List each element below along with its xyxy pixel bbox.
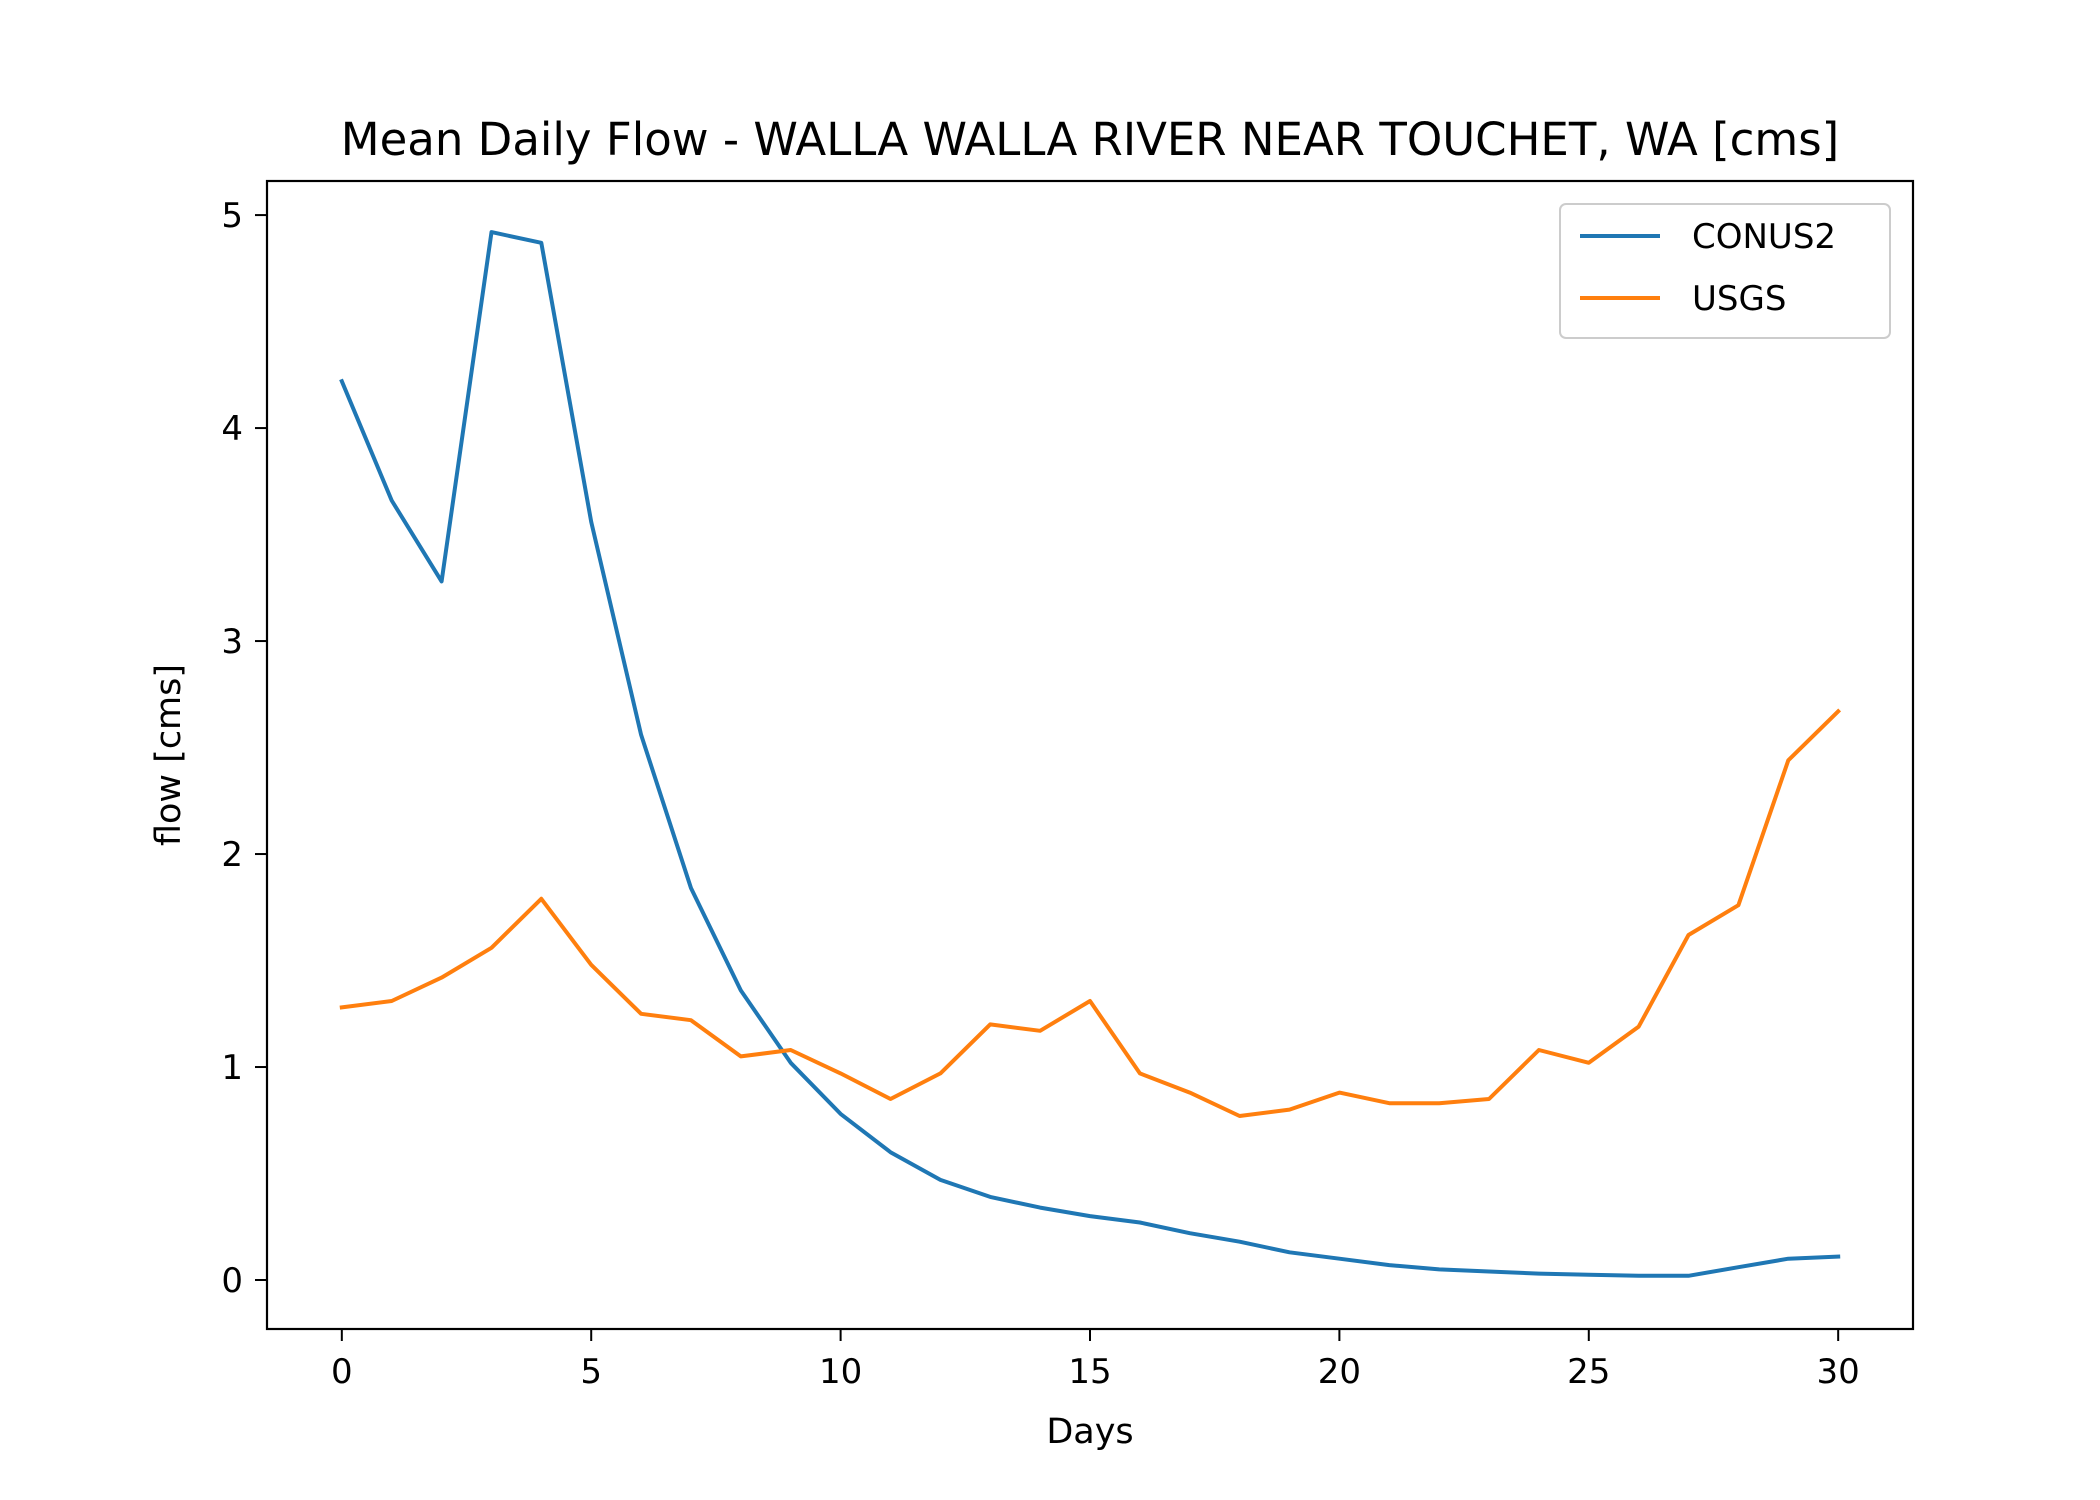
y-tick-label: 1 <box>221 1048 243 1088</box>
y-axis: 0 1 2 3 4 5 <box>221 196 267 1301</box>
x-tick-label: 15 <box>1068 1352 1111 1392</box>
x-tick-label: 0 <box>331 1352 353 1392</box>
plot-area-frame <box>265 179 1915 1331</box>
y-tick-label: 3 <box>221 622 243 662</box>
x-tick-label: 25 <box>1567 1352 1610 1392</box>
chart-title: Mean Daily Flow - WALLA WALLA RIVER NEAR… <box>341 113 1839 166</box>
x-axis-label: Days <box>1046 1412 1133 1452</box>
x-axis: 0 5 10 15 20 25 30 <box>331 1329 1860 1392</box>
series-line-conus2 <box>339 230 1841 1278</box>
legend-label-conus2: CONUS2 <box>1692 217 1836 257</box>
legend: CONUS2 USGS <box>1559 203 1891 339</box>
x-tick-label: 5 <box>580 1352 602 1392</box>
series-line-usgs <box>339 708 1842 1118</box>
y-tick-label: 0 <box>221 1261 243 1301</box>
x-tick-label: 20 <box>1318 1352 1361 1392</box>
x-tick-label: 30 <box>1817 1352 1860 1392</box>
x-tick-label: 10 <box>819 1352 862 1392</box>
y-tick-label: 4 <box>221 409 243 449</box>
y-tick-label: 2 <box>221 835 243 875</box>
series-layer <box>339 230 1842 1278</box>
y-tick-label: 5 <box>221 196 243 236</box>
y-axis-label: flow [cms] <box>149 664 189 846</box>
legend-label-usgs: USGS <box>1692 279 1786 319</box>
